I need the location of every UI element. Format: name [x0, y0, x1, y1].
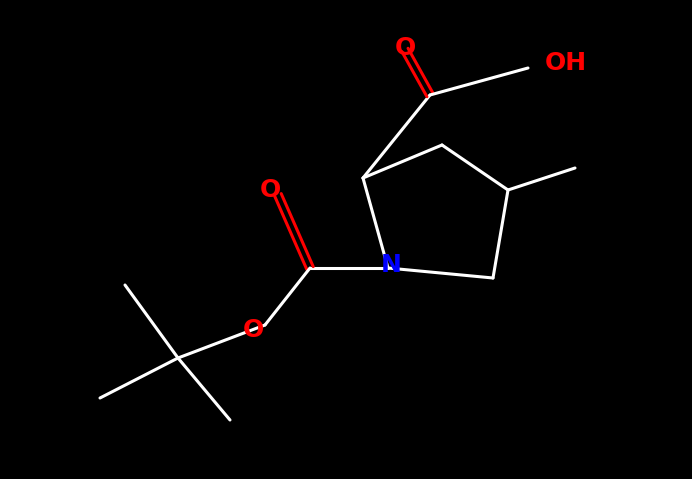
Text: O: O	[394, 36, 416, 60]
Text: N: N	[381, 253, 401, 277]
Text: OH: OH	[545, 51, 587, 75]
Text: O: O	[260, 178, 281, 202]
Text: O: O	[242, 318, 264, 342]
